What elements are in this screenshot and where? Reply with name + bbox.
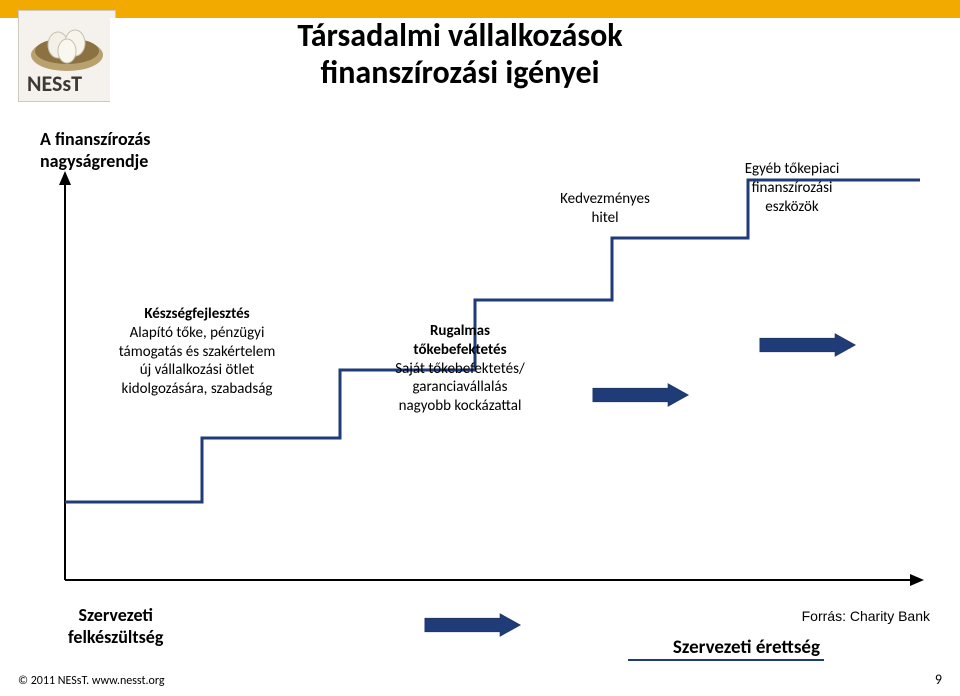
x-axis-left-label: Szervezeti felkészültség: [68, 605, 163, 648]
label-step3: Kedvezményes hitel: [530, 190, 680, 228]
label-step4: Egyéb tőkepiaci finanszírozási eszközök: [712, 160, 872, 216]
label-step2: Rugalmas tőkebefektetés Saját tőkebefekt…: [365, 322, 555, 416]
x-axis-right-label: Szervezeti érettség: [673, 636, 820, 659]
slide: NESsT Társadalmi vállalkozások finanszír…: [0, 0, 960, 696]
source-text: Forrás: Charity Bank: [802, 608, 930, 624]
footer-text: © 2011 NESsT. www.nesst.org: [18, 674, 165, 688]
page-number: 9: [935, 671, 942, 688]
label-step1: Készségfejlesztés Alapító tőke, pénzügyi…: [92, 305, 302, 399]
